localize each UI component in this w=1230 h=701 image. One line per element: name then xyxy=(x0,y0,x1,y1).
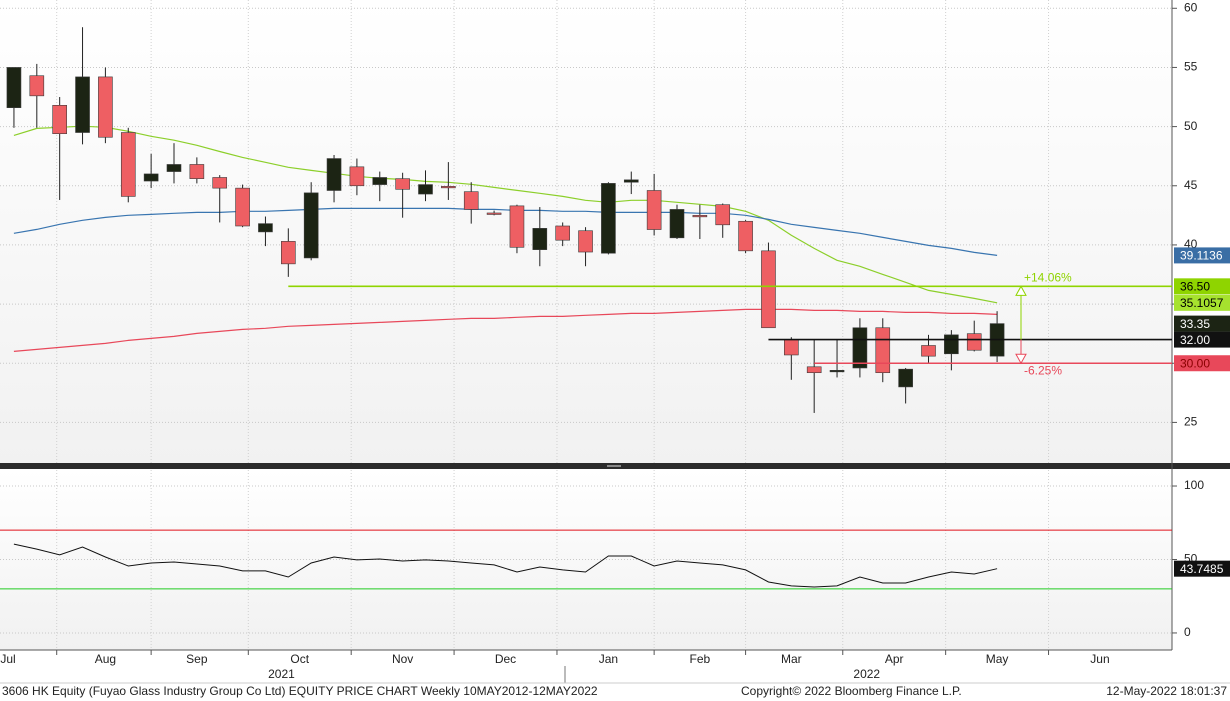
candle-body xyxy=(738,220,753,252)
level-value: 32.00 xyxy=(1180,333,1210,347)
candle-body xyxy=(715,204,731,226)
candle-body xyxy=(692,215,708,218)
candle-body xyxy=(281,241,296,265)
rsi-last-value: 43.7485 xyxy=(1180,562,1224,576)
x-tick-label: Nov xyxy=(392,652,413,666)
series-last-value: 39.1136 xyxy=(1180,249,1223,263)
x-tick-label: Jul xyxy=(0,652,15,666)
candle-body xyxy=(966,333,982,351)
year-label: 2021 xyxy=(268,667,295,681)
moving-average xyxy=(13,207,998,256)
x-tick-label: Aug xyxy=(95,652,116,666)
level-value-box xyxy=(1174,278,1230,295)
candle-body xyxy=(189,164,205,179)
moving-average xyxy=(13,308,998,352)
x-tick-label: May xyxy=(986,652,1009,666)
candle-body xyxy=(372,177,388,185)
change-label: -6.25% xyxy=(1024,363,1062,377)
candle-body xyxy=(463,191,479,210)
y-tick-label: 100 xyxy=(1184,478,1204,492)
candle-body xyxy=(52,105,67,135)
y-tick-label: 0 xyxy=(1184,625,1191,639)
candle-body xyxy=(326,158,342,191)
candle-body xyxy=(212,177,228,189)
moving-average xyxy=(13,125,998,304)
level-value-box xyxy=(1174,331,1230,348)
candle-body xyxy=(806,366,822,374)
divider-grip xyxy=(607,465,621,467)
change-label: +14.06% xyxy=(1024,271,1072,285)
y-tick-label: 55 xyxy=(1184,60,1198,74)
candle-body xyxy=(898,368,913,388)
candle-body xyxy=(532,228,548,250)
candle-body xyxy=(875,327,891,374)
x-tick-label: Oct xyxy=(290,652,309,666)
x-tick-label: Mar xyxy=(781,652,802,666)
rsi-line xyxy=(13,543,998,588)
level-value: 36.50 xyxy=(1180,280,1210,294)
candle-body xyxy=(509,205,525,248)
candle-body xyxy=(761,250,776,329)
x-tick-label: Feb xyxy=(690,652,711,666)
plot-layer: 2530354045505560JulAugSepOctNovDecJanFeb… xyxy=(0,0,1230,681)
candle-body xyxy=(303,192,319,259)
x-tick-label: Dec xyxy=(495,652,516,666)
x-tick-label: Sep xyxy=(186,652,208,666)
candle-body xyxy=(669,209,685,239)
arrow-head xyxy=(1015,353,1027,365)
candle-body xyxy=(143,173,159,182)
last-price: 33.35 xyxy=(1180,317,1210,331)
level-value-box xyxy=(1174,355,1230,372)
candle-body xyxy=(395,178,410,190)
candle-body xyxy=(120,132,136,197)
y-tick-label: 50 xyxy=(1184,119,1198,133)
candle-body xyxy=(601,183,616,254)
candle-body xyxy=(486,212,502,215)
candle-body xyxy=(578,230,593,253)
candle-body xyxy=(852,327,868,369)
series-last-value-box xyxy=(1174,247,1230,264)
last-price-box xyxy=(1174,315,1230,332)
candle-body xyxy=(349,166,365,187)
arrow-head xyxy=(1015,285,1027,296)
candle-body xyxy=(418,184,433,195)
level-value: 30.00 xyxy=(1180,356,1210,370)
candle-body xyxy=(829,370,845,373)
candle-body xyxy=(646,190,662,230)
candle-body xyxy=(75,76,90,133)
candle-body xyxy=(623,179,639,183)
rsi-panel xyxy=(0,470,1172,650)
candle-body xyxy=(98,76,113,138)
x-tick-label: Apr xyxy=(885,652,904,666)
candle-body xyxy=(921,345,936,357)
candle-body xyxy=(784,339,799,356)
footer-left: 3606 HK Equity (Fuyao Glass Industry Gro… xyxy=(2,684,598,698)
footer-center: Copyright© 2022 Bloomberg Finance L.P. xyxy=(741,684,962,698)
y-tick-label: 25 xyxy=(1184,415,1198,429)
footer-right: 12-May-2022 18:01:37 xyxy=(1106,684,1227,698)
candle-body xyxy=(235,187,250,227)
candle-body xyxy=(555,225,570,241)
candle-body xyxy=(441,186,456,189)
year-label: 2022 xyxy=(853,667,880,681)
candle-body xyxy=(944,334,959,355)
y-tick-label: 45 xyxy=(1184,178,1198,192)
candle-body xyxy=(6,67,22,108)
y-tick-label: 60 xyxy=(1184,0,1198,14)
candle-body xyxy=(166,164,182,172)
series-last-value-box xyxy=(1174,294,1230,311)
x-tick-label: Jan xyxy=(599,652,618,666)
x-tick-label: Jun xyxy=(1090,652,1109,666)
rsi-last-value-box xyxy=(1174,560,1230,577)
candle-body xyxy=(29,75,45,97)
candle-body xyxy=(258,223,273,233)
series-last-value: 35.1057 xyxy=(1180,296,1224,310)
